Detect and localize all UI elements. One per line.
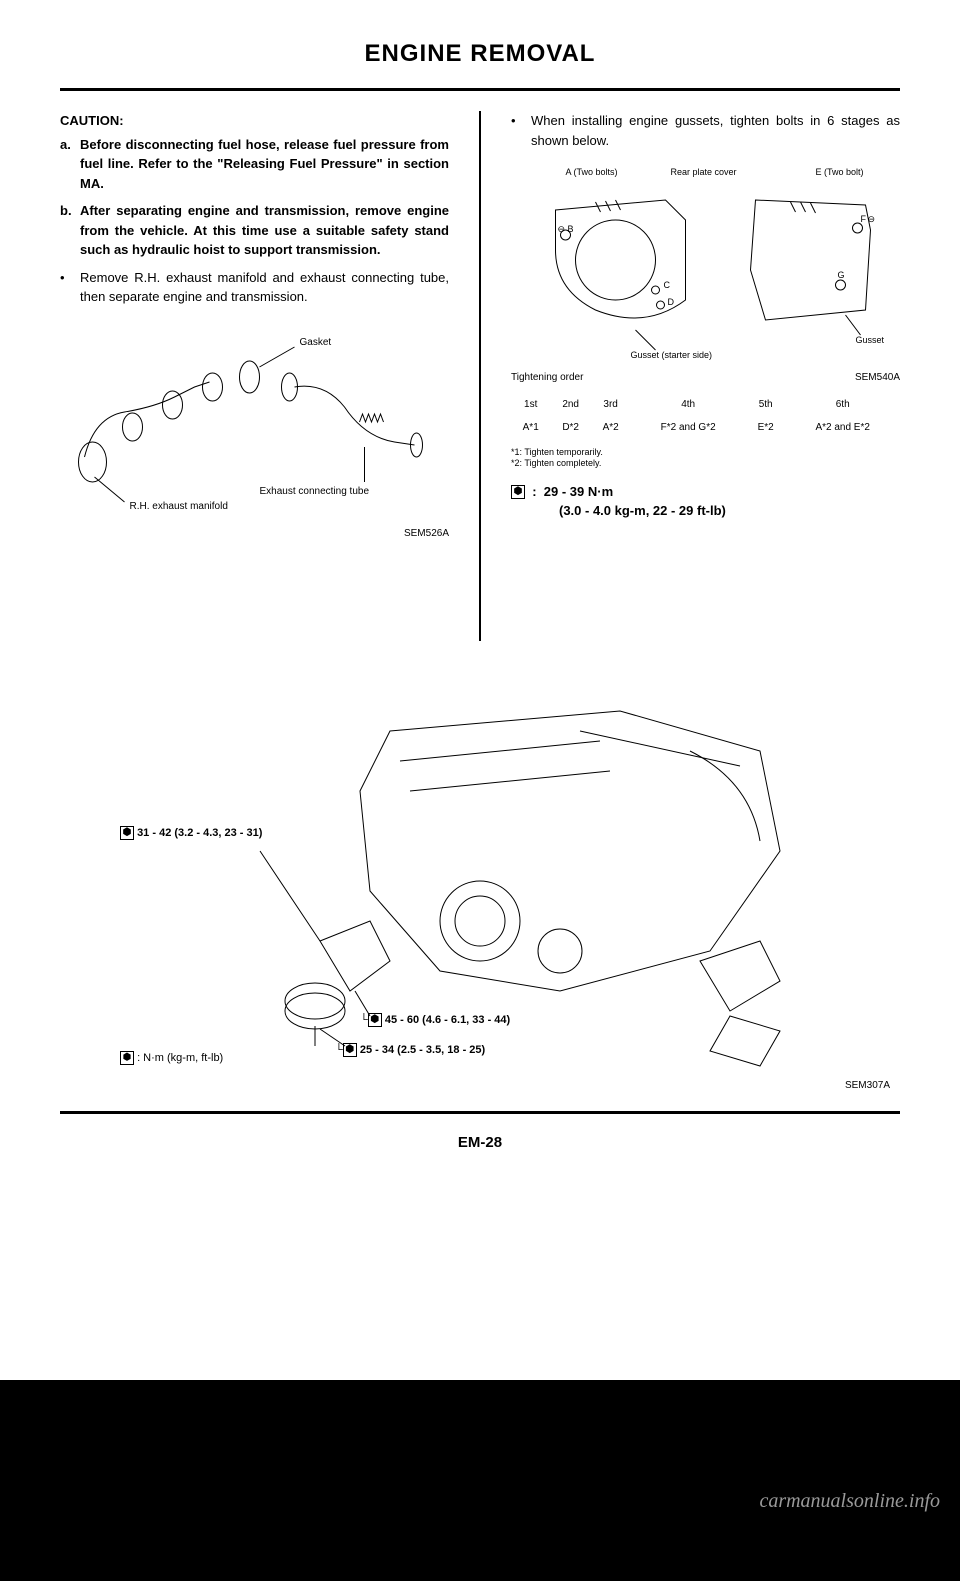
tightening-order-table: 1st 2nd 3rd 4th 5th 6th A*1 D*2 A*2 F*2 … [511,393,900,439]
unit-label: : N·m (kg-m, ft-lb) [137,1052,223,1064]
figure-engine-mount: ⬢ 31 - 42 (3.2 - 4.3, 23 - 31) └⬢ 45 - 6… [60,671,900,1091]
manual-page: ENGINE REMOVAL CAUTION: a. Before discon… [0,0,960,1380]
torque-kgm: (3.0 - 4.0 kg-m, 22 - 29 ft-lb) [559,501,900,521]
footnote-2: *2: Tighten completely. [511,458,900,470]
torque-icon: ⬢ [368,1013,382,1027]
page-number: EM-28 [60,1134,900,1151]
figure-gusset: A (Two bolts) Rear plate cover E (Two bo… [511,160,900,385]
bullet-text: Remove R.H. exhaust manifold and exhaust… [80,268,449,307]
th: 2nd [550,393,591,416]
label-g: G [838,270,845,280]
bullet-icon: • [511,111,531,150]
torque-label-3: └⬢ 25 - 34 (2.5 - 3.5, 18 - 25) [335,1043,485,1057]
divider-bottom [60,1111,900,1114]
two-column-layout: CAUTION: a. Before disconnecting fuel ho… [60,111,900,641]
caution-label: CAUTION: [60,111,449,131]
torque-value-2: 45 - 60 (4.6 - 6.1, 33 - 44) [385,1014,510,1026]
figure-exhaust: Gasket Exhaust connecting tube R.H. exha… [60,327,449,542]
column-divider [479,111,481,641]
td: A*2 [591,416,630,439]
bullet-icon: • [60,268,80,307]
torque-value-1: 31 - 42 (3.2 - 4.3, 23 - 31) [137,827,262,839]
list-marker: a. [60,135,80,194]
divider-top [60,88,900,91]
left-column: CAUTION: a. Before disconnecting fuel ho… [60,111,449,641]
td: A*1 [511,416,550,439]
figure-id: SEM526A [60,526,449,541]
footnote-1: *1: Tighten temporarily. [511,447,900,459]
th: 1st [511,393,550,416]
footnotes: *1: Tighten temporarily. *2: Tighten com… [511,447,900,470]
svg-text:⊖: ⊖ [558,224,566,234]
label-rear: Rear plate cover [671,167,737,177]
torque-icon: ⬢ [343,1043,357,1057]
td: F*2 and G*2 [630,416,746,439]
remove-bullet: • Remove R.H. exhaust manifold and exhau… [60,268,449,307]
caution-item-b: b. After separating engine and transmiss… [60,201,449,260]
figure-id: SEM307A [845,1080,890,1091]
engine-diagram [60,671,900,1091]
th: 3rd [591,393,630,416]
exhaust-diagram: Gasket Exhaust connecting tube R.H. exha… [60,327,449,517]
th: 4th [630,393,746,416]
torque-value-3: 25 - 34 (2.5 - 3.5, 18 - 25) [360,1044,485,1056]
label-gusset-side: Gusset (starter side) [631,350,713,360]
td: A*2 and E*2 [785,416,900,439]
th: 5th [746,393,785,416]
list-text: After separating engine and transmission… [80,201,449,260]
torque-label-1: ⬢ 31 - 42 (3.2 - 4.3, 23 - 31) [120,826,262,840]
label-e: E (Two bolt) [816,167,864,177]
list-marker: b. [60,201,80,260]
manifold-label: R.H. exhaust manifold [130,501,228,512]
label-b: B [568,224,574,234]
page-title: ENGINE REMOVAL [60,40,900,68]
bullet-text: When installing engine gussets, tighten … [531,111,900,150]
label-gusset: Gusset [856,335,885,345]
label-d: D [668,297,675,307]
torque-icon: ⬢ [120,826,134,840]
list-text: Before disconnecting fuel hose, release … [80,135,449,194]
th: 6th [785,393,900,416]
torque-icon: ⬢ [511,485,525,499]
torque-spec: ⬢ : 29 - 39 N·m (3.0 - 4.0 kg-m, 22 - 29… [511,482,900,521]
torque-unit: ⬢ : N·m (kg-m, ft-lb) [120,1051,223,1065]
torque-label-2: └⬢ 45 - 60 (4.6 - 6.1, 33 - 44) [360,1013,510,1027]
gusset-diagram: A (Two bolts) Rear plate cover E (Two bo… [511,160,900,360]
tightening-label: Tightening order [511,370,583,385]
gasket-label: Gasket [300,337,332,348]
torque-icon: ⬢ [120,1051,134,1065]
tube-label: Exhaust connecting tube [260,486,370,497]
install-bullet: • When installing engine gussets, tighte… [511,111,900,150]
svg-text:⊖: ⊖ [868,214,876,224]
td: D*2 [550,416,591,439]
torque-nm: 29 - 39 N·m [544,484,613,499]
label-c: C [664,280,671,290]
figure-id: SEM540A [855,370,900,385]
caution-item-a: a. Before disconnecting fuel hose, relea… [60,135,449,194]
label-f: F [861,214,867,224]
label-a: A (Two bolts) [566,167,618,177]
td: E*2 [746,416,785,439]
watermark: carmanualsonline.info [0,1380,960,1573]
right-column: • When installing engine gussets, tighte… [511,111,900,641]
